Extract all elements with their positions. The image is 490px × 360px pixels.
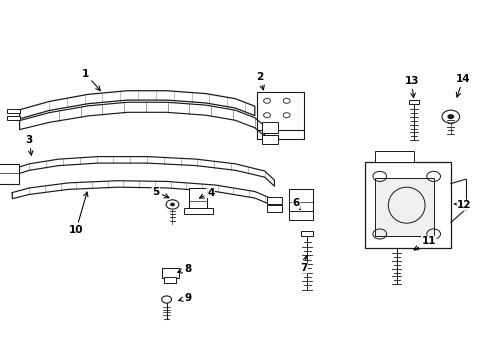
FancyBboxPatch shape <box>301 231 313 236</box>
FancyBboxPatch shape <box>7 109 20 113</box>
FancyBboxPatch shape <box>375 178 434 236</box>
Text: 1: 1 <box>82 69 100 91</box>
FancyBboxPatch shape <box>262 122 278 133</box>
FancyBboxPatch shape <box>365 162 451 248</box>
FancyBboxPatch shape <box>189 188 207 214</box>
Text: 12: 12 <box>454 200 472 210</box>
FancyBboxPatch shape <box>262 135 278 144</box>
FancyBboxPatch shape <box>0 165 10 171</box>
FancyBboxPatch shape <box>162 268 179 278</box>
Text: 9: 9 <box>179 293 191 303</box>
Polygon shape <box>20 102 265 136</box>
Polygon shape <box>12 157 274 186</box>
Text: 3: 3 <box>26 135 33 155</box>
Text: 5: 5 <box>152 186 169 198</box>
Text: 11: 11 <box>414 236 436 250</box>
Text: 7: 7 <box>300 256 308 273</box>
FancyBboxPatch shape <box>267 205 282 212</box>
FancyBboxPatch shape <box>289 211 313 220</box>
FancyBboxPatch shape <box>184 208 213 214</box>
Polygon shape <box>12 181 274 206</box>
Text: 6: 6 <box>293 198 300 210</box>
FancyBboxPatch shape <box>7 116 20 120</box>
Polygon shape <box>20 91 255 119</box>
Circle shape <box>170 203 175 206</box>
Circle shape <box>447 114 454 119</box>
FancyBboxPatch shape <box>0 164 19 184</box>
Text: 8: 8 <box>178 264 191 274</box>
Text: 10: 10 <box>69 192 88 235</box>
Text: 13: 13 <box>404 76 419 98</box>
FancyBboxPatch shape <box>267 197 282 204</box>
Text: 14: 14 <box>456 74 470 97</box>
Text: 4: 4 <box>199 188 215 198</box>
FancyBboxPatch shape <box>289 189 313 212</box>
FancyBboxPatch shape <box>257 92 304 130</box>
FancyBboxPatch shape <box>164 277 176 283</box>
FancyBboxPatch shape <box>0 175 10 182</box>
Text: 2: 2 <box>256 72 264 90</box>
FancyBboxPatch shape <box>409 100 419 104</box>
FancyBboxPatch shape <box>375 151 414 162</box>
